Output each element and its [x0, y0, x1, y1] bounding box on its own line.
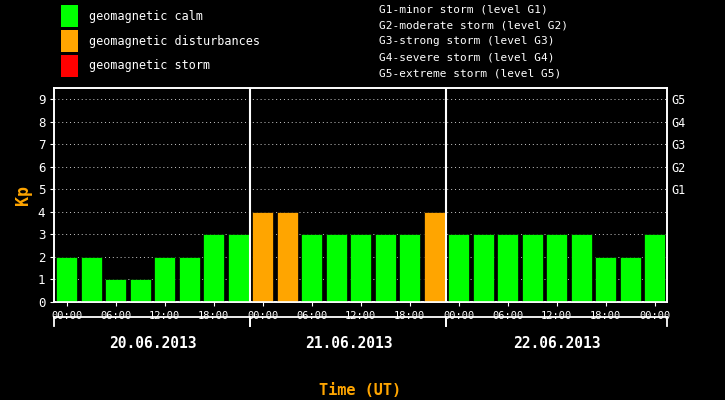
- Bar: [252, 212, 273, 302]
- Text: G1-minor storm (level G1): G1-minor storm (level G1): [379, 4, 548, 14]
- Text: geomagnetic calm: geomagnetic calm: [88, 10, 203, 22]
- Bar: [60, 5, 78, 27]
- Bar: [302, 234, 322, 302]
- Text: 20.06.2013: 20.06.2013: [109, 336, 196, 351]
- Text: G3-strong storm (level G3): G3-strong storm (level G3): [379, 36, 555, 46]
- Text: 22.06.2013: 22.06.2013: [513, 336, 600, 351]
- Y-axis label: Kp: Kp: [14, 185, 33, 205]
- Text: Time (UT): Time (UT): [319, 383, 402, 398]
- Bar: [154, 257, 175, 302]
- Bar: [80, 257, 102, 302]
- Bar: [326, 234, 347, 302]
- Bar: [203, 234, 224, 302]
- Bar: [179, 257, 199, 302]
- Bar: [522, 234, 542, 302]
- Text: G2-moderate storm (level G2): G2-moderate storm (level G2): [379, 20, 568, 30]
- Bar: [620, 257, 641, 302]
- Bar: [497, 234, 518, 302]
- Bar: [571, 234, 592, 302]
- Text: geomagnetic storm: geomagnetic storm: [88, 60, 210, 72]
- Bar: [424, 212, 444, 302]
- Bar: [60, 55, 78, 77]
- Bar: [228, 234, 249, 302]
- Bar: [448, 234, 469, 302]
- Text: geomagnetic disturbances: geomagnetic disturbances: [88, 34, 260, 48]
- Bar: [60, 30, 78, 52]
- Bar: [399, 234, 420, 302]
- Text: 21.06.2013: 21.06.2013: [304, 336, 392, 351]
- Bar: [547, 234, 567, 302]
- Bar: [350, 234, 371, 302]
- Bar: [375, 234, 396, 302]
- Bar: [130, 280, 151, 302]
- Bar: [595, 257, 616, 302]
- Text: G4-severe storm (level G4): G4-severe storm (level G4): [379, 52, 555, 62]
- Bar: [105, 280, 126, 302]
- Text: G5-extreme storm (level G5): G5-extreme storm (level G5): [379, 68, 561, 78]
- Bar: [645, 234, 665, 302]
- Bar: [473, 234, 494, 302]
- Bar: [57, 257, 77, 302]
- Bar: [277, 212, 297, 302]
